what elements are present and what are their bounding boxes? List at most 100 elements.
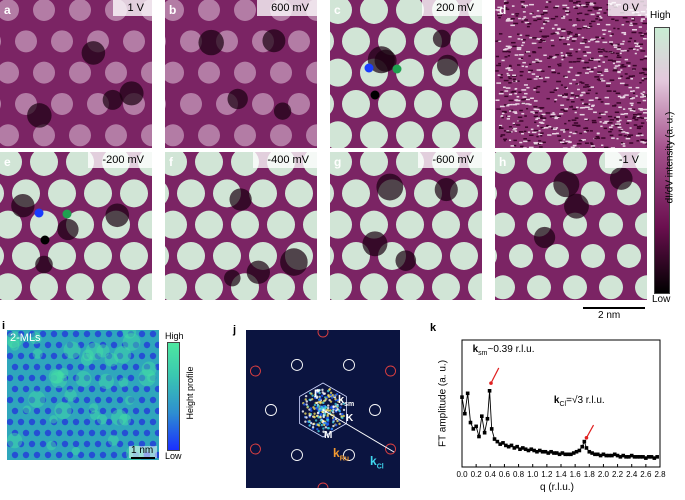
noise-speckle xyxy=(542,119,546,121)
noise-speckle xyxy=(565,140,571,143)
ft-intensity xyxy=(304,420,307,423)
noise-speckle xyxy=(534,108,540,111)
lattice-blob xyxy=(396,210,424,239)
noise-speckle xyxy=(526,107,529,110)
noise-speckle xyxy=(566,36,570,39)
noise-speckle xyxy=(637,113,642,115)
atom-dot xyxy=(127,396,135,404)
noise-speckle xyxy=(569,31,573,34)
noise-speckle xyxy=(533,78,538,80)
noise-speckle xyxy=(581,82,585,84)
ft-intensity xyxy=(326,418,329,422)
noise-speckle xyxy=(586,68,591,70)
noise-speckle xyxy=(600,78,604,81)
noise-speckle xyxy=(556,80,562,83)
noise-speckle xyxy=(546,97,550,100)
noise-speckle xyxy=(640,20,643,22)
atom-dot xyxy=(99,429,107,437)
noise-speckle xyxy=(598,15,602,18)
noise-speckle xyxy=(587,9,593,12)
dark-void xyxy=(35,255,53,274)
noise-speckle xyxy=(576,19,581,22)
noise-speckle xyxy=(521,112,525,115)
noise-speckle xyxy=(561,58,564,61)
atom-dot xyxy=(77,407,85,415)
atom-dot xyxy=(132,341,140,349)
ft-intensity xyxy=(308,424,311,427)
ft-intensity xyxy=(310,421,313,425)
noise-speckle xyxy=(598,36,601,39)
noise-speckle xyxy=(615,124,620,127)
noise-speckle xyxy=(516,96,520,98)
ft-intensity xyxy=(338,409,341,413)
lattice-blob xyxy=(396,152,424,176)
noise-speckle xyxy=(579,12,583,14)
bright-patch xyxy=(64,389,77,402)
noise-speckle xyxy=(616,137,619,140)
noise-speckle xyxy=(632,68,636,70)
noise-speckle xyxy=(613,90,617,92)
noise-speckle xyxy=(594,76,600,78)
noise-speckle xyxy=(620,43,625,45)
noise-speckle xyxy=(615,123,621,126)
bright-patch xyxy=(63,341,81,359)
noise-speckle xyxy=(581,102,585,105)
atom-dot xyxy=(121,429,129,437)
noise-speckle xyxy=(566,38,570,41)
noise-speckle xyxy=(540,39,546,42)
noise-speckle xyxy=(564,122,567,125)
noise-speckle xyxy=(586,85,591,88)
noise-speckle xyxy=(513,127,518,130)
ft-intensity xyxy=(315,401,319,405)
noise-speckle xyxy=(505,50,510,53)
noise-speckle xyxy=(526,25,530,28)
ft-intensity xyxy=(326,423,329,427)
atom-dot xyxy=(116,440,124,448)
atom-dot xyxy=(116,330,124,338)
atom-dot xyxy=(88,407,96,415)
noise-speckle xyxy=(616,48,621,50)
noise-speckle xyxy=(636,127,640,130)
noise-speckle xyxy=(641,94,646,96)
noise-speckle xyxy=(568,119,571,122)
bright-patch xyxy=(54,401,72,420)
bright-patch xyxy=(50,371,68,389)
noise-speckle xyxy=(540,13,545,16)
x-tick-label: 0.2 xyxy=(471,470,483,479)
noise-speckle xyxy=(538,107,543,109)
noise-speckle xyxy=(572,108,577,111)
noise-speckle xyxy=(592,146,595,148)
x-tick-label: 2.0 xyxy=(598,470,610,479)
ft-intensity xyxy=(326,389,330,393)
noise-speckle xyxy=(565,94,568,96)
noise-speckle xyxy=(568,0,574,2)
bias-label: 1 V xyxy=(113,0,152,16)
noise-speckle xyxy=(637,115,640,118)
dark-void xyxy=(229,188,252,211)
atom-dot xyxy=(143,407,151,415)
noise-speckle xyxy=(572,2,577,4)
noise-speckle xyxy=(564,93,569,95)
series-point xyxy=(569,452,573,457)
noise-speckle xyxy=(521,98,525,101)
noise-speckle xyxy=(534,143,538,146)
noise-speckle xyxy=(522,38,526,41)
ft-intensity xyxy=(340,415,343,418)
noise-speckle xyxy=(587,89,591,92)
atom-dot xyxy=(143,429,151,437)
noise-speckle xyxy=(613,67,617,69)
series-point xyxy=(574,449,579,454)
noise-speckle xyxy=(558,37,564,39)
ft-intensity xyxy=(329,400,333,403)
noise-speckle xyxy=(572,144,577,147)
noise-speckle xyxy=(622,40,625,43)
noise-speckle xyxy=(611,33,614,35)
noise-speckle xyxy=(614,111,620,114)
noise-speckle xyxy=(611,18,615,20)
lattice-blob xyxy=(48,179,76,208)
lattice-blob xyxy=(213,241,241,270)
noise-speckle xyxy=(577,34,581,36)
noise-speckle xyxy=(596,23,600,25)
noise-speckle xyxy=(581,60,585,62)
noise-speckle xyxy=(509,64,512,67)
